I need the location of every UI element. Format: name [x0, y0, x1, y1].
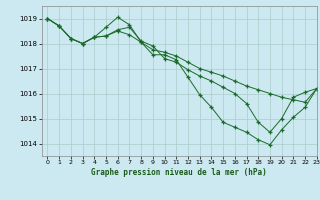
X-axis label: Graphe pression niveau de la mer (hPa): Graphe pression niveau de la mer (hPa) — [91, 168, 267, 177]
